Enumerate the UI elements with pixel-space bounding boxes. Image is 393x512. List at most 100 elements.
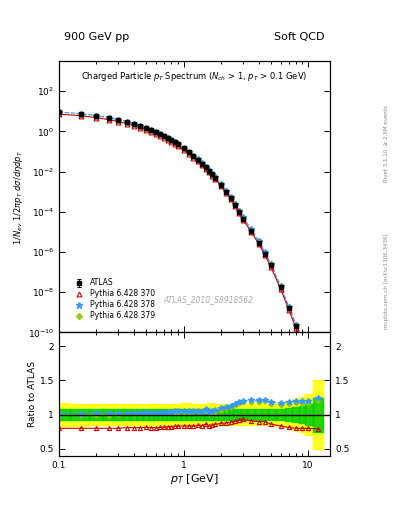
Pythia 6.428 378 (224, 188, 229, 194)
Pythia 6.428 378 (149, 126, 154, 133)
Pythia 6.428 379 (207, 167, 211, 174)
Pythia 6.428 379 (263, 249, 267, 255)
Pythia 6.428 378 (268, 261, 273, 267)
Pythia 6.428 378 (106, 115, 111, 121)
Text: mcplots.cern.ch [arXiv:1306.3436]: mcplots.cern.ch [arXiv:1306.3436] (384, 234, 389, 329)
Pythia 6.428 378 (158, 131, 163, 137)
Pythia 6.428 379 (278, 283, 283, 289)
Line: Pythia 6.428 370: Pythia 6.428 370 (57, 112, 320, 396)
Pythia 6.428 379 (94, 113, 99, 119)
Pythia 6.428 370 (186, 151, 191, 157)
Pythia 6.428 379 (210, 171, 215, 177)
Pythia 6.428 378 (229, 195, 233, 201)
Pythia 6.428 379 (229, 195, 233, 201)
Pythia 6.428 379 (79, 111, 83, 117)
Pythia 6.428 379 (286, 304, 291, 310)
Pythia 6.428 379 (125, 119, 129, 125)
Pythia 6.428 379 (256, 238, 261, 244)
Pythia 6.428 379 (233, 201, 238, 207)
Pythia 6.428 370 (165, 137, 170, 143)
Pythia 6.428 378 (306, 352, 310, 358)
Pythia 6.428 379 (162, 133, 167, 139)
Pythia 6.428 379 (224, 188, 229, 194)
Pythia 6.428 379 (186, 149, 191, 155)
Pythia 6.428 378 (249, 226, 254, 232)
Pythia 6.428 370 (306, 356, 310, 362)
Pythia 6.428 379 (203, 164, 208, 170)
Pythia 6.428 378 (165, 135, 170, 141)
Pythia 6.428 378 (233, 201, 238, 207)
Pythia 6.428 379 (181, 145, 186, 151)
Line: Pythia 6.428 379: Pythia 6.428 379 (57, 110, 320, 392)
Pythia 6.428 378 (263, 249, 267, 255)
Pythia 6.428 370 (237, 210, 242, 216)
Pythia 6.428 378 (57, 109, 61, 115)
Pythia 6.428 378 (237, 208, 242, 214)
Pythia 6.428 370 (241, 217, 245, 223)
Pythia 6.428 378 (203, 164, 208, 170)
Pythia 6.428 370 (106, 117, 111, 123)
Pythia 6.428 370 (256, 241, 261, 247)
Pythia 6.428 379 (106, 115, 111, 121)
Pythia 6.428 378 (94, 113, 99, 119)
Pythia 6.428 370 (224, 190, 229, 196)
Pythia 6.428 370 (263, 252, 267, 258)
Line: Pythia 6.428 378: Pythia 6.428 378 (56, 109, 321, 392)
Pythia 6.428 378 (210, 171, 215, 177)
Pythia 6.428 370 (125, 120, 129, 126)
Pythia 6.428 370 (154, 131, 158, 137)
Pythia 6.428 370 (144, 126, 149, 133)
Pythia 6.428 370 (300, 340, 305, 347)
Pythia 6.428 370 (132, 122, 136, 129)
Pythia 6.428 379 (176, 141, 180, 147)
Pythia 6.428 370 (219, 183, 224, 189)
Pythia 6.428 370 (294, 325, 298, 331)
Pythia 6.428 370 (173, 141, 177, 147)
Pythia 6.428 370 (195, 158, 200, 164)
Pythia 6.428 378 (132, 120, 136, 126)
Pythia 6.428 370 (229, 197, 233, 203)
Pythia 6.428 379 (237, 208, 242, 214)
Pythia 6.428 378 (154, 129, 158, 135)
Pythia 6.428 378 (195, 156, 200, 162)
Pythia 6.428 370 (149, 129, 154, 135)
Pythia 6.428 379 (219, 181, 224, 187)
Pythia 6.428 370 (181, 147, 186, 153)
Text: ATLAS_2010_S8918562: ATLAS_2010_S8918562 (163, 295, 253, 305)
Pythia 6.428 370 (199, 162, 204, 168)
Pythia 6.428 370 (233, 203, 238, 209)
Pythia 6.428 370 (138, 124, 143, 131)
Pythia 6.428 379 (138, 122, 143, 129)
Pythia 6.428 378 (173, 139, 177, 145)
Pythia 6.428 370 (249, 229, 254, 235)
Pythia 6.428 379 (195, 156, 200, 162)
Pythia 6.428 370 (210, 173, 215, 179)
Pythia 6.428 378 (116, 116, 121, 122)
Pythia 6.428 379 (173, 139, 177, 145)
Pythia 6.428 370 (79, 113, 83, 119)
Pythia 6.428 370 (268, 264, 273, 270)
Pythia 6.428 378 (278, 283, 283, 289)
Pythia 6.428 378 (191, 153, 196, 159)
Pythia 6.428 370 (116, 119, 121, 125)
Pythia 6.428 378 (294, 322, 298, 328)
Text: Soft QCD: Soft QCD (274, 32, 325, 42)
Pythia 6.428 378 (213, 174, 218, 180)
Pythia 6.428 370 (158, 133, 163, 139)
Y-axis label: $1/N_{ev}\ 1/2\pi p_T\ d\sigma/d\eta dp_T$: $1/N_{ev}\ 1/2\pi p_T\ d\sigma/d\eta dp_… (12, 150, 25, 245)
Pythia 6.428 370 (213, 176, 218, 182)
Pythia 6.428 378 (169, 137, 174, 143)
Pythia 6.428 378 (241, 215, 245, 221)
Pythia 6.428 379 (241, 215, 245, 221)
Pythia 6.428 370 (169, 139, 174, 145)
Pythia 6.428 379 (116, 117, 121, 123)
Text: 900 GeV pp: 900 GeV pp (64, 32, 130, 42)
Pythia 6.428 370 (278, 286, 283, 292)
Pythia 6.428 370 (94, 115, 99, 121)
Pythia 6.428 379 (144, 124, 149, 131)
Text: Charged Particle $p_T$ Spectrum ($N_{ch}$ > 1, $p_T$ > 0.1 GeV): Charged Particle $p_T$ Spectrum ($N_{ch}… (81, 70, 308, 82)
Pythia 6.428 378 (79, 111, 83, 117)
Pythia 6.428 379 (149, 126, 154, 133)
Pythia 6.428 379 (294, 322, 298, 328)
Pythia 6.428 378 (219, 181, 224, 187)
